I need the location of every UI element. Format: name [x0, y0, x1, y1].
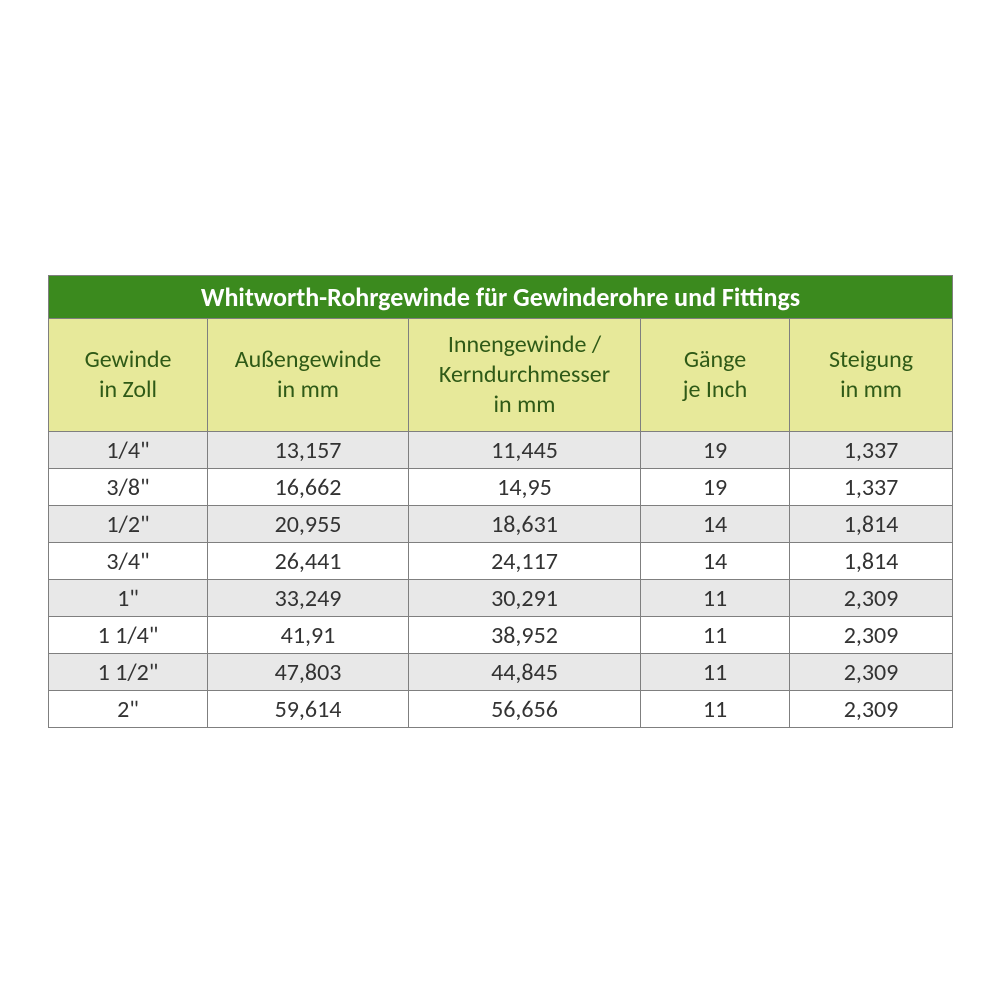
cell: 1,814	[790, 506, 953, 543]
cell: 56,656	[409, 691, 641, 728]
col-header-text: in mm	[494, 390, 556, 419]
table-title-row: Whitworth-Rohrgewinde für Gewinderohre u…	[49, 276, 953, 319]
col-header-text: Innengewinde /	[448, 330, 601, 359]
cell: 19	[641, 469, 790, 506]
col-header-aussengewinde: Außengewinde in mm	[208, 319, 409, 432]
col-header-text: in Zoll	[99, 375, 157, 404]
cell: 2,309	[790, 580, 953, 617]
thread-table-container: Whitworth-Rohrgewinde für Gewinderohre u…	[48, 275, 952, 728]
table-row: 2" 59,614 56,656 11 2,309	[49, 691, 953, 728]
cell: 38,952	[409, 617, 641, 654]
cell: 30,291	[409, 580, 641, 617]
cell: 3/8"	[49, 469, 208, 506]
cell: 1"	[49, 580, 208, 617]
col-header-text: in mm	[277, 375, 339, 404]
cell: 11	[641, 691, 790, 728]
col-header-innengewinde: Innengewinde / Kerndurchmesser in mm	[409, 319, 641, 432]
cell: 20,955	[208, 506, 409, 543]
cell: 44,845	[409, 654, 641, 691]
cell: 2"	[49, 691, 208, 728]
col-header-text: Steigung	[829, 345, 913, 374]
cell: 47,803	[208, 654, 409, 691]
cell: 2,309	[790, 617, 953, 654]
table-row: 1 1/4" 41,91 38,952 11 2,309	[49, 617, 953, 654]
cell: 1,337	[790, 432, 953, 469]
cell: 1/2"	[49, 506, 208, 543]
cell: 2,309	[790, 691, 953, 728]
cell: 33,249	[208, 580, 409, 617]
cell: 14	[641, 506, 790, 543]
table-row: 1 1/2" 47,803 44,845 11 2,309	[49, 654, 953, 691]
col-header-text: Gewinde	[85, 345, 172, 374]
cell: 11	[641, 617, 790, 654]
cell: 16,662	[208, 469, 409, 506]
col-header-gewinde: Gewinde in Zoll	[49, 319, 208, 432]
cell: 3/4"	[49, 543, 208, 580]
cell: 19	[641, 432, 790, 469]
cell: 1 1/4"	[49, 617, 208, 654]
col-header-text: je Inch	[683, 375, 748, 404]
cell: 11,445	[409, 432, 641, 469]
cell: 11	[641, 580, 790, 617]
cell: 1,337	[790, 469, 953, 506]
cell: 59,614	[208, 691, 409, 728]
cell: 26,441	[208, 543, 409, 580]
table-row: 1" 33,249 30,291 11 2,309	[49, 580, 953, 617]
cell: 1,814	[790, 543, 953, 580]
cell: 18,631	[409, 506, 641, 543]
table-title: Whitworth-Rohrgewinde für Gewinderohre u…	[49, 276, 953, 319]
cell: 14	[641, 543, 790, 580]
cell: 24,117	[409, 543, 641, 580]
col-header-text: Außengewinde	[235, 345, 381, 374]
table-header-row: Gewinde in Zoll Außengewinde in mm Innen…	[49, 319, 953, 432]
cell: 1 1/2"	[49, 654, 208, 691]
table-row: 1/2" 20,955 18,631 14 1,814	[49, 506, 953, 543]
cell: 11	[641, 654, 790, 691]
col-header-text: in mm	[840, 375, 902, 404]
col-header-text: Gänge	[684, 345, 746, 374]
cell: 2,309	[790, 654, 953, 691]
table-row: 1/4" 13,157 11,445 19 1,337	[49, 432, 953, 469]
cell: 14,95	[409, 469, 641, 506]
table-row: 3/8" 16,662 14,95 19 1,337	[49, 469, 953, 506]
col-header-gaenge: Gänge je Inch	[641, 319, 790, 432]
cell: 1/4"	[49, 432, 208, 469]
cell: 13,157	[208, 432, 409, 469]
table-row: 3/4" 26,441 24,117 14 1,814	[49, 543, 953, 580]
col-header-steigung: Steigung in mm	[790, 319, 953, 432]
col-header-text: Kerndurchmesser	[439, 360, 610, 389]
cell: 41,91	[208, 617, 409, 654]
thread-table: Whitworth-Rohrgewinde für Gewinderohre u…	[48, 275, 953, 728]
